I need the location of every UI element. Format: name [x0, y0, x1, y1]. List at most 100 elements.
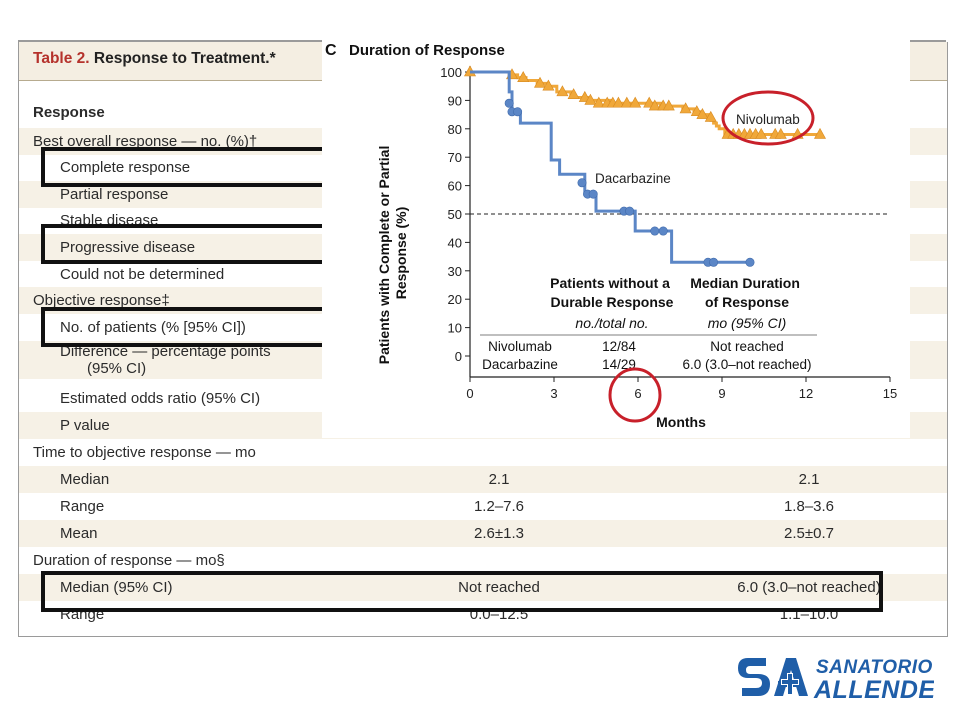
row-label: Range — [60, 498, 105, 515]
inset-header-durable: Patients without a Durable Response — [550, 275, 674, 310]
censor-marker — [696, 107, 709, 119]
inset-header-median: Median Duration of Response — [690, 275, 804, 310]
table-row: Could not be determined — [19, 261, 947, 288]
censor-marker — [577, 178, 587, 188]
censor-marker — [620, 96, 633, 108]
row-label: P value — [60, 417, 110, 434]
chart-title: Duration of Response — [349, 42, 505, 59]
censor-marker — [567, 88, 580, 100]
series-label-nivolumab: Nivolumab — [736, 112, 800, 127]
table-row: Median (95% CI) Not reached 6.0 (3.0–not… — [19, 574, 947, 601]
panel-letter: C — [325, 42, 337, 59]
series-layer — [463, 65, 827, 267]
inset-value1-dacarbazine: 14/29 — [602, 357, 636, 372]
censor-marker — [629, 96, 642, 108]
table-row: Complete response — [19, 154, 947, 181]
table-row: Mean 2.6±1.3 2.5±0.7 — [19, 520, 947, 547]
row-label-line1: Difference — percentage points — [60, 343, 271, 360]
y-tick-label: 0 — [455, 349, 462, 364]
y-tick-label: 40 — [448, 235, 462, 250]
inset-sub-durable: no./total no. — [575, 315, 648, 331]
censor-marker — [648, 99, 661, 111]
y-tick-label: 50 — [448, 207, 462, 222]
row-label: Response — [33, 104, 105, 121]
censor-marker — [612, 96, 625, 108]
row-label: Best overall response — no. (%)† — [33, 133, 258, 150]
y-tick-label: 80 — [448, 122, 462, 137]
row-label: Complete response — [60, 159, 191, 176]
table-row: Duration of response — mo§ — [19, 547, 947, 574]
series-line-dacarbazine — [470, 70, 750, 264]
censor-marker — [774, 127, 787, 139]
censor-marker — [662, 99, 675, 111]
row-label: Estimated odds ratio (95% CI) — [60, 390, 261, 407]
highlight-objective-response — [41, 307, 331, 347]
censor-marker — [625, 206, 635, 216]
logo-line1: SANATORIO — [816, 657, 933, 678]
nivolumab-value: 1.2–7.6 — [473, 498, 525, 515]
dacarbazine-value: 1.8–3.6 — [783, 498, 835, 515]
inset-value2-dacarbazine: 6.0 (3.0–not reached) — [682, 357, 811, 372]
logo-line2: ALLENDE — [813, 676, 934, 702]
row-label: No. of patients (% [95% CI]) — [60, 319, 246, 336]
x-tick-label: 12 — [799, 386, 813, 401]
y-tick-label: 30 — [448, 264, 462, 279]
row-label: Partial response — [60, 186, 169, 203]
row-label-line2: (95% CI) — [87, 360, 147, 377]
censor-marker — [517, 71, 530, 82]
x-tick-label: 0 — [466, 386, 473, 401]
table-row: No. of patients (% [95% CI]) — [19, 314, 947, 341]
censor-marker — [542, 79, 555, 91]
censor-marker — [650, 226, 660, 236]
row-label: Median — [60, 471, 110, 488]
censor-marker — [513, 107, 523, 117]
highlight-duration-median — [41, 571, 883, 612]
table-title: Table 2. Response to Treatment.* — [33, 50, 276, 68]
row-label: Duration of response — mo§ — [33, 552, 225, 569]
censor-marker — [704, 110, 717, 122]
censor-marker — [584, 93, 597, 105]
row-label: Time to objective response — mo — [33, 444, 256, 461]
censor-marker — [679, 102, 692, 114]
censor-marker — [745, 257, 755, 267]
censor-marker — [658, 226, 668, 236]
censor-marker — [588, 189, 598, 199]
highlight-progressive-disease — [41, 224, 331, 264]
table-number: Table 2. — [33, 50, 90, 67]
x-tick-label: 9 — [718, 386, 725, 401]
x-axis-label: Months — [656, 414, 706, 430]
censor-marker — [533, 76, 547, 88]
row-label: Could not be determined — [60, 266, 225, 283]
censor-marker — [709, 257, 719, 267]
censor-marker — [504, 98, 514, 108]
duration-of-response-chart: C Duration of Response 0 10 20 30 40 50 60 70 80… — [322, 38, 910, 438]
inset-sub-median: mo (95% CI) — [708, 315, 787, 331]
table-row: Median 2.1 2.1 — [19, 466, 947, 493]
censor-marker — [592, 96, 605, 108]
row-label: Mean — [60, 525, 98, 542]
sanatorio-allende-logo: SANATORIO ALLENDE — [734, 652, 936, 704]
x-tick-label: 15 — [883, 386, 897, 401]
censor-marker — [556, 85, 569, 97]
annotation-circle-nivolumab — [721, 90, 815, 146]
nivolumab-value: 2.1 — [488, 471, 510, 488]
series-label-dacarbazine: Dacarbazine — [595, 171, 671, 186]
y-tick-label: 60 — [448, 179, 462, 194]
x-tick-label: 3 — [550, 386, 557, 401]
km-plot: C Duration of Response 01020304050607080… — [325, 42, 897, 430]
censor-marker — [813, 127, 827, 139]
inset-table: Patients without a Durable Response Medi… — [480, 275, 817, 372]
dacarbazine-value: 6.0 (3.0–not reached) — [737, 579, 881, 596]
row-label: Median (95% CI) — [60, 579, 173, 596]
inset-value2-nivolumab: Not reached — [710, 339, 784, 354]
row-label: Difference — percentage points (95% CI) — [60, 343, 271, 377]
y-axis-label: Patients with Complete or Partial Respon… — [376, 142, 409, 365]
table-row: Estimated odds ratio (95% CI) — [19, 385, 947, 412]
row-label: Objective response‡ — [33, 292, 170, 309]
y-tick-label: 10 — [448, 321, 462, 336]
inset-group-dacarbazine: Dacarbazine — [482, 357, 558, 372]
inset-group-nivolumab: Nivolumab — [488, 339, 552, 354]
censor-marker — [755, 127, 768, 139]
highlight-complete-response — [41, 147, 331, 187]
y-tick-label: 90 — [448, 93, 462, 108]
